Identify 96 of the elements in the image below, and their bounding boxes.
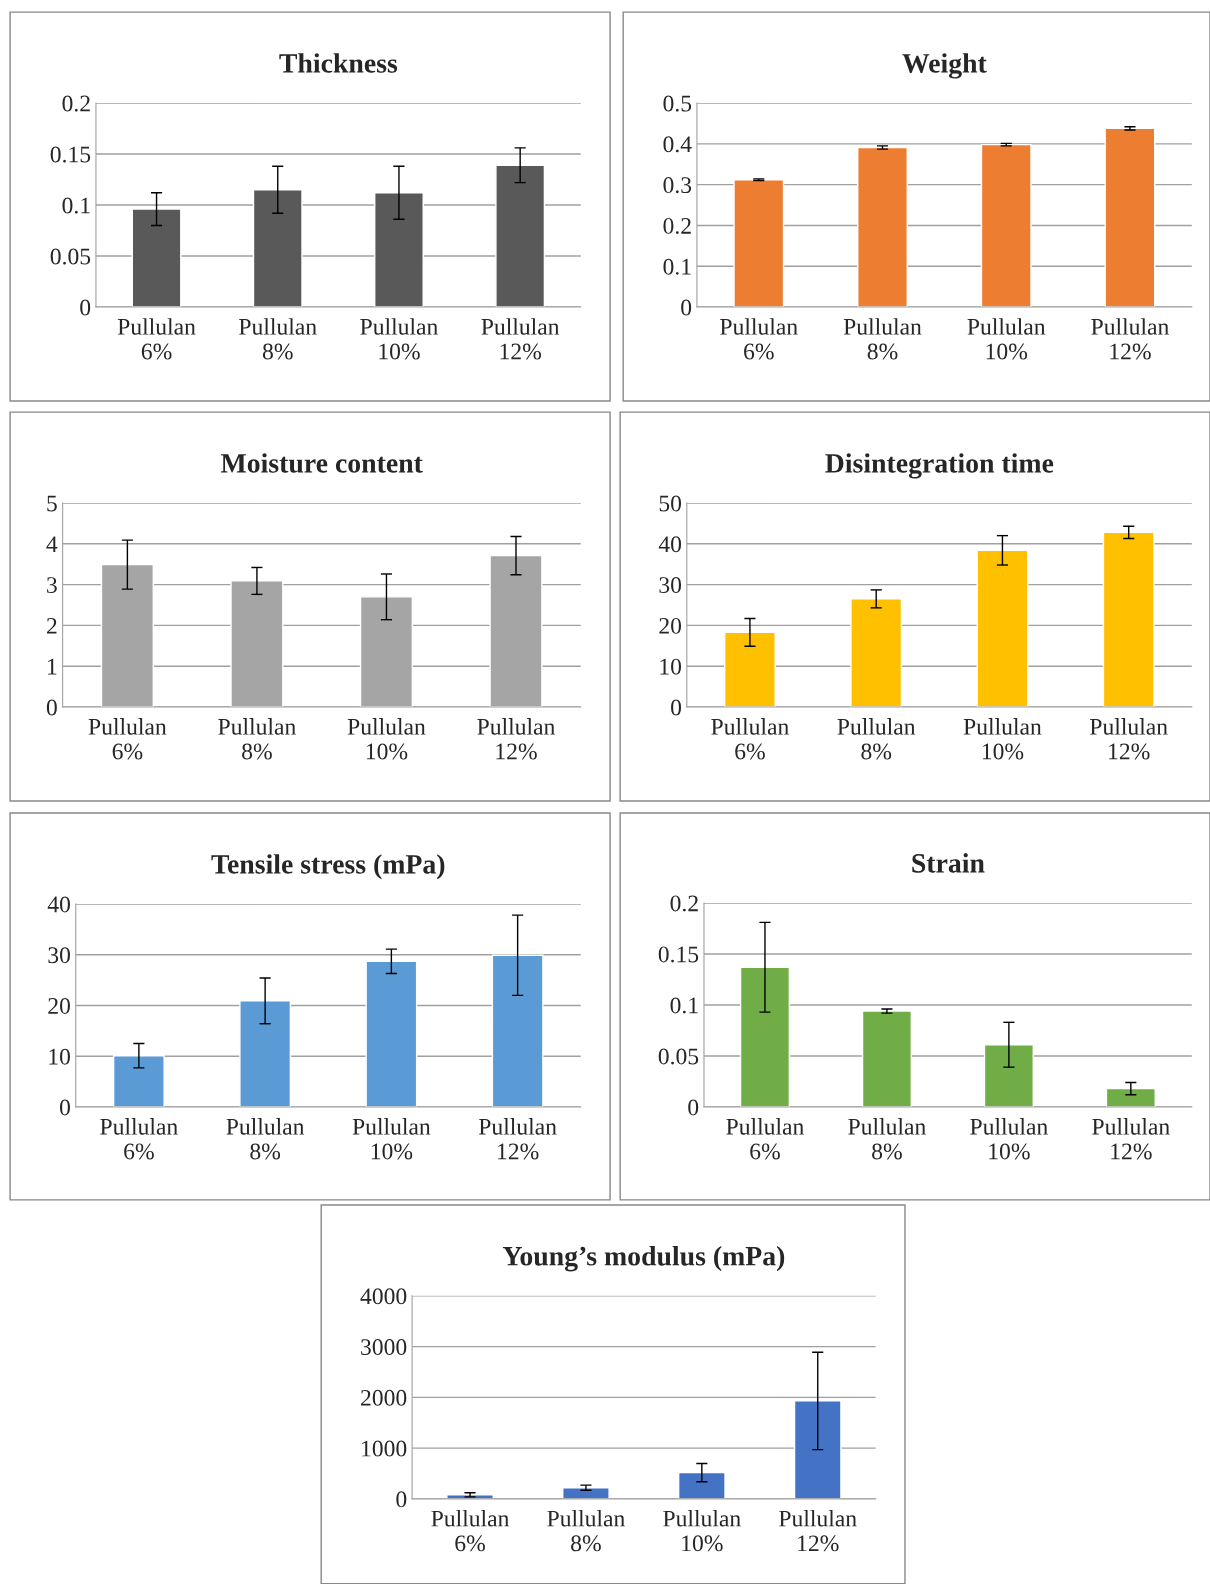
x-tick-label: Pullulan 12%	[1090, 718, 1168, 760]
x-tick-label: Pullulan 8%	[547, 1509, 625, 1552]
chart-title: Strain	[912, 853, 985, 873]
y-tick-label: 0	[80, 299, 91, 316]
x-tick-label: Pullulan 8%	[848, 1118, 926, 1160]
y-tick-label: 10	[660, 658, 682, 675]
x-tick-label: Pullulan 6%	[117, 318, 196, 360]
y-tick-label: 0	[396, 1491, 407, 1508]
x-tick-label: Pullulan 6%	[726, 1118, 804, 1160]
bar	[562, 1487, 610, 1499]
y-tick-label: 5	[47, 495, 57, 512]
bar	[495, 164, 546, 308]
chart-title: Moisture content	[220, 453, 423, 473]
chart-title: Disintegration time	[825, 453, 1054, 479]
bar	[1104, 127, 1156, 308]
x-tick-label: Pullulan 6%	[711, 718, 789, 760]
y-tick-label: 0.1	[663, 258, 691, 275]
y-tick-label: 30	[48, 947, 70, 964]
y-tick-label: 0.5	[663, 95, 692, 112]
y-tick-label: 0.3	[663, 177, 692, 194]
bar	[850, 598, 903, 708]
x-tick-label: Pullulan 10%	[360, 318, 438, 360]
chart-title: Weight	[902, 53, 987, 79]
bar	[252, 189, 303, 308]
bar	[861, 1010, 913, 1107]
x-tick-label: Pullulan 12%	[478, 1118, 557, 1160]
x-tick-label: Pullulan 10%	[347, 718, 426, 760]
y-tick-label: 4000	[360, 1288, 407, 1305]
x-tick-label: Pullulan 12%	[1091, 318, 1169, 360]
x-tick-label: Pullulan 6%	[100, 1118, 178, 1160]
bar	[112, 1055, 165, 1107]
x-tick-label: Pullulan 8%	[239, 318, 317, 360]
bar	[857, 146, 908, 308]
bar	[365, 960, 418, 1107]
y-tick-label: 0.15	[658, 946, 699, 963]
y-tick-label: 0.2	[62, 95, 90, 112]
y-tick-label: 40	[658, 536, 682, 553]
bar	[239, 1000, 292, 1107]
x-tick-label: Pullulan 8%	[218, 718, 296, 760]
y-tick-label: 4	[46, 536, 58, 552]
bar	[491, 954, 544, 1107]
y-tick-label: 0	[46, 699, 57, 716]
y-tick-label: 0.05	[658, 1048, 699, 1065]
chart-title: Tensile stress (mPa)	[211, 854, 445, 880]
x-tick-label: Pullulan 8%	[226, 1118, 305, 1160]
bar	[1105, 1087, 1156, 1107]
bar	[733, 179, 785, 308]
y-tick-label: 0.1	[670, 997, 698, 1014]
bar	[131, 208, 182, 308]
bar	[980, 143, 1032, 308]
y-tick-label: 2000	[361, 1389, 407, 1406]
bar	[793, 1400, 842, 1499]
x-tick-label: Pullulan 8%	[843, 318, 922, 360]
bar	[739, 966, 791, 1107]
y-tick-label: 0	[59, 1099, 70, 1116]
x-tick-label: Pullulan 6%	[88, 718, 167, 760]
bar	[374, 192, 424, 308]
x-tick-label: Pullulan 10%	[967, 318, 1046, 360]
y-tick-label: 3000	[361, 1339, 407, 1356]
bar	[983, 1044, 1034, 1107]
x-tick-label: Pullulan 6%	[720, 318, 798, 360]
x-tick-label: Pullulan 12%	[1092, 1118, 1170, 1160]
x-tick-label: Pullulan 10%	[970, 1118, 1048, 1160]
y-tick-label: 0.05	[50, 248, 91, 265]
y-tick-label: 40	[47, 896, 70, 913]
y-tick-label: 0	[681, 299, 692, 316]
x-tick-label: Pullulan 10%	[963, 718, 1042, 760]
y-tick-label: 0	[671, 699, 682, 716]
y-tick-label: 0	[688, 1099, 699, 1116]
y-tick-label: 0.1	[62, 197, 90, 214]
x-tick-label: Pullulan 6%	[431, 1509, 510, 1552]
y-tick-label: 1	[48, 658, 57, 675]
x-tick-label: Pullulan 10%	[663, 1509, 741, 1552]
x-tick-label: Pullulan 12%	[779, 1509, 857, 1552]
chart-title: Thickness	[279, 53, 398, 73]
y-tick-label: 10	[49, 1048, 70, 1065]
x-tick-label: Pullulan 10%	[352, 1118, 431, 1160]
y-tick-label: 20	[659, 617, 682, 634]
x-tick-label: Pullulan 12%	[481, 318, 560, 360]
x-tick-label: Pullulan 12%	[477, 718, 555, 760]
y-tick-label: 0.2	[663, 217, 691, 234]
bar	[976, 549, 1029, 708]
y-tick-label: 3	[47, 577, 57, 594]
y-tick-label: 50	[659, 495, 682, 512]
y-tick-label: 0.2	[670, 895, 698, 912]
y-tick-label: 0.15	[50, 146, 91, 163]
bar	[723, 631, 776, 708]
x-tick-label: Pullulan 8%	[837, 718, 916, 760]
bar	[677, 1471, 726, 1499]
y-tick-label: 2	[46, 617, 57, 634]
y-tick-label: 20	[48, 997, 70, 1014]
chart-title: Young’s modulus (mPa)	[502, 1246, 785, 1272]
bar	[1102, 531, 1155, 708]
y-tick-label: 1000	[362, 1440, 407, 1457]
y-tick-label: 0.4	[663, 136, 692, 153]
y-tick-label: 30	[659, 577, 682, 594]
